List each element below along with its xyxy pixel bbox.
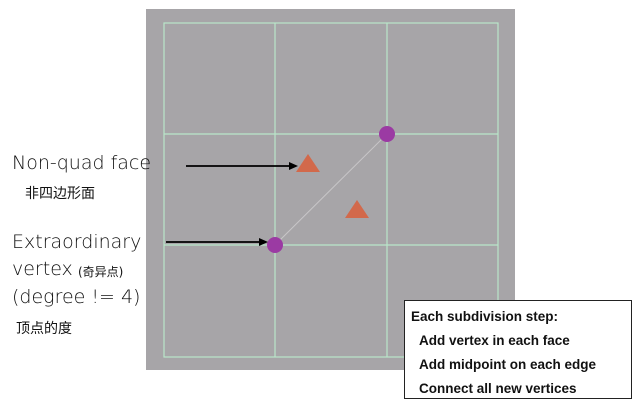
mesh-grid bbox=[163, 22, 499, 358]
non-quad-face-marker-2 bbox=[345, 200, 369, 218]
label-non-quad-face-cn: 非四边形面 bbox=[25, 186, 95, 202]
steps-title: Each subdivision step: bbox=[411, 309, 559, 324]
extraordinary-vertex-2 bbox=[267, 237, 283, 253]
label-extraordinary-line1: Extraordinary bbox=[12, 231, 142, 253]
subdivision-steps-box: Each subdivision step: Add vertex in eac… bbox=[404, 300, 632, 399]
arrow-extraordinary-vertex bbox=[166, 238, 268, 246]
step-add-vertex: Add vertex in each face bbox=[419, 333, 570, 348]
non-quad-face-marker-1 bbox=[296, 154, 320, 172]
diagonal-edge bbox=[274, 133, 388, 246]
extraordinary-vertex-1 bbox=[379, 126, 395, 142]
label-extraordinary-line2: vertex bbox=[12, 258, 73, 280]
label-extraordinary-line2-cn: (奇异点) bbox=[78, 265, 124, 279]
label-non-quad-face: Non-quad face bbox=[12, 152, 152, 174]
arrow-non-quad-face bbox=[186, 162, 298, 170]
step-add-midpoint: Add midpoint on each edge bbox=[419, 357, 597, 372]
step-connect-vertices: Connect all new vertices bbox=[419, 381, 577, 396]
label-extraordinary-line3: (degree != 4) bbox=[12, 286, 141, 308]
grid-border bbox=[163, 22, 499, 358]
label-extraordinary-cn: 顶点的度 bbox=[16, 321, 72, 337]
